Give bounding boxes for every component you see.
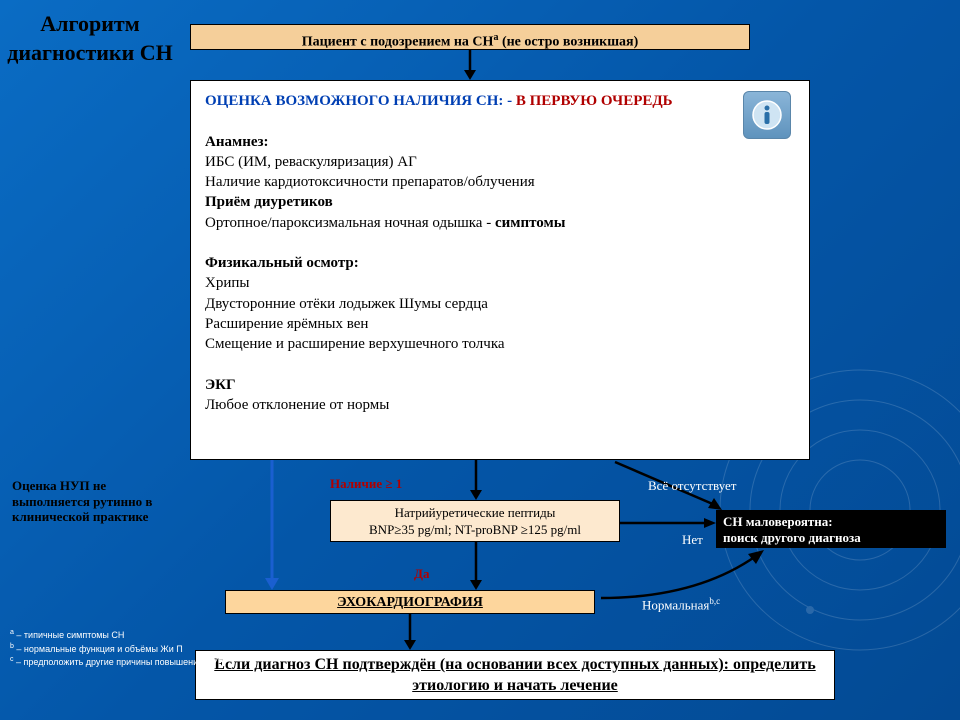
label-net: Нет [682,532,703,548]
patient-box: Пациент с подозрением на СНа (не остро в… [190,24,750,50]
symptoms-before: Ортопное/пароксизмальная ночная одышка - [205,215,495,231]
peptides-line2: BNP≥35 pg/ml; NT-proBNP ≥125 pg/ml [369,522,581,537]
patient-text-before: Пациент с подозрением на СН [302,35,494,50]
label-normal: Нормальнаяb,c [642,596,720,613]
arrow-final [400,614,420,650]
note-nup: Оценка НУП не выполняется рутинно в клин… [12,478,187,525]
ecg-line: Любое отклонение от нормы [205,397,389,413]
arrow-net [620,515,716,531]
physical-line-2: Расширение ярёмных вен [205,316,368,332]
symptoms-bold: симптомы [495,215,565,231]
ecg-label: ЭКГ [205,377,236,393]
final-part1: Если диагноз СН подтверждён (на основани… [214,656,733,673]
unlikely-line1: СН маловероятна: [723,514,833,529]
arrow-blue [262,460,282,590]
anamnesis-line-1: Наличие кардиотоксичности препаратов/обл… [205,174,535,190]
label-absent: Всё отсутствует [648,478,737,494]
diuretics-label: Приём диуретиков [205,194,333,210]
label-normal-text: Нормальная [642,597,709,612]
arrow-2 [466,460,486,500]
slide-title: Алгоритм диагностики СН [0,10,180,67]
physical-label: Физикальный осмотр: [205,255,359,271]
arrow-da [466,542,486,590]
arrow-1 [460,50,480,80]
info-icon [743,91,791,139]
arrow-normal [596,548,776,603]
physical-line-3: Смещение и расширение верхушечного толчк… [205,336,505,352]
echo-box: ЭХОКАРДИОГРАФИЯ [225,590,595,614]
assessment-box: ОЦЕНКА ВОЗМОЖНОГО НАЛИЧИЯ СН: - В ПЕРВУЮ… [190,80,810,460]
physical-line-1: Двусторонние отёки лодыжек Шумы сердца [205,296,488,312]
footnote-a: – типичные симптомы СН [16,630,124,640]
assess-title-main: ОЦЕНКА ВОЗМОЖНОГО НАЛИЧИЯ СН: - [205,93,516,109]
label-da: Да [414,566,429,582]
anamnesis-label: Анамнез: [205,134,269,150]
final-box: Если диагноз СН подтверждён (на основани… [195,650,835,700]
peptides-line1: Натрийуретические пептиды [395,505,556,520]
anamnesis-line-0: ИБС (ИМ, реваскуляризация) АГ [205,154,417,170]
footnotes: а – типичные симптомы СН b – нормальные … [10,628,224,669]
physical-line-0: Хрипы [205,275,249,291]
label-normal-sup: b,c [709,596,720,606]
label-presence: Наличие ≥ 1 [330,476,402,492]
unlikely-box: СН маловероятна: поиск другого диагноза [716,510,946,548]
footnote-b: – нормальные функция и объёмы Жи П [16,644,182,654]
footnote-c: – предположить другие причины повышения … [16,657,224,667]
patient-text-after: (не остро возникшая) [498,35,638,50]
assess-title-sub: В ПЕРВУЮ ОЧЕРЕДЬ [516,93,673,109]
unlikely-line2: поиск другого диагноза [723,530,861,545]
peptides-box: Натрийуретические пептиды BNP≥35 pg/ml; … [330,500,620,542]
